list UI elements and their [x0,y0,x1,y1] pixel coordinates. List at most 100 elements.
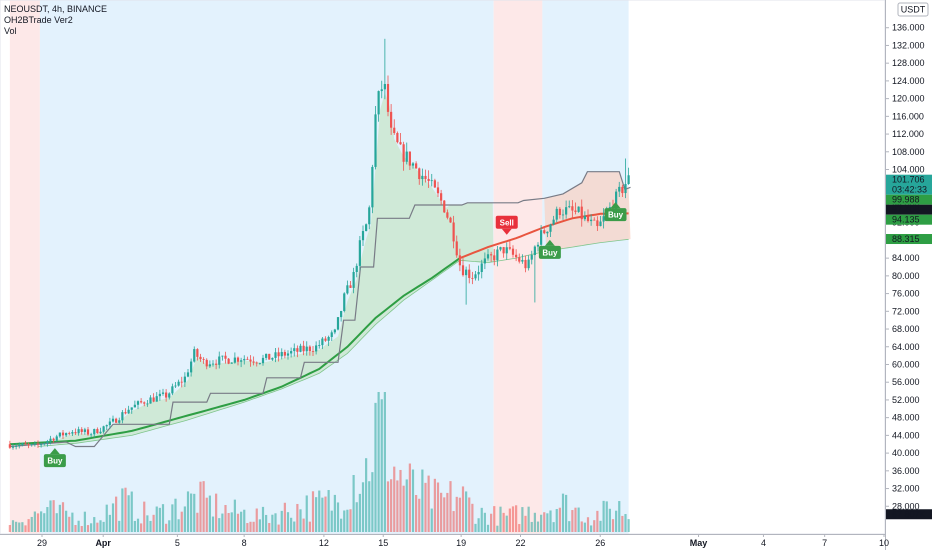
volume-bar-112 [358,493,361,532]
buy-signal-0[interactable]: Buy [43,448,66,468]
candle-body-183 [580,206,583,220]
candle-body-2 [15,446,18,447]
buy-signal-3[interactable]: Buy [604,202,627,222]
candle-body-190 [602,216,605,222]
candle-body-109 [349,285,352,288]
y-tick-label-1: 32.000 [892,484,920,494]
regime-band-bear-2 [493,0,543,534]
candle-body-152 [483,258,486,264]
y-tick-label-8: 60.000 [892,359,920,369]
volume-bar-186 [590,525,593,532]
volume-bar-97 [311,491,315,532]
volume-bar-11 [43,513,46,532]
candle-body-159 [505,247,508,254]
candle-body-107 [343,293,346,311]
volume-bar-101 [324,496,327,532]
volume-bar-62 [202,481,205,532]
volume-bar-144 [458,497,461,532]
y-tick-label-26: 132.000 [892,40,925,50]
candle-body-91 [293,348,296,352]
y-tick-label-19: 104.000 [892,165,925,175]
volume-bar-98 [315,497,318,532]
candle-body-156 [496,249,499,261]
candle-body-126 [402,144,405,162]
volume-bar-172 [546,513,549,532]
candle-body-10 [40,444,43,446]
volume-bar-60 [196,512,199,532]
volume-bar-14 [52,500,55,532]
volume-bar-45 [149,520,152,532]
volume-bar-197 [624,514,627,532]
indicator-title[interactable]: OH2BTrade Ver2 [4,15,73,25]
volume-bar-73 [236,513,240,532]
candle-body-44 [146,403,149,405]
candle-body-20 [71,432,74,434]
signals[interactable]: Buy Sell Buy Buy [43,202,627,468]
candle-body-27 [93,429,96,435]
volume-bar-183 [580,521,583,532]
volume-bar-157 [499,506,502,532]
volume-bar-169 [536,521,540,532]
candle-body-64 [208,364,211,367]
x-tick-label-6: 19 [456,538,466,548]
candle-body-76 [246,358,249,360]
candle-body-26 [90,434,93,436]
candle-body-134 [427,178,430,182]
volume-bar-173 [549,510,552,532]
volume-bar-179 [568,521,571,532]
time-axis[interactable]: 29 Apr 5 8 12 15 19 22 26 May 4 7 10 [0,534,889,550]
price-tag-box [886,204,932,215]
currency-badge[interactable]: USDT [897,2,929,17]
volume-bar-99 [318,490,321,532]
volume-bar-109 [349,509,352,532]
candle-body-101 [324,338,327,341]
volume-bar-3 [18,522,21,532]
candle-body-5 [24,443,27,445]
volume-bar-37 [124,487,127,532]
candle-body-73 [236,357,240,362]
volume-bar-18 [65,510,68,532]
volume-bar-74 [240,511,243,532]
volume-bar-192 [608,508,611,532]
candle-body-162 [515,254,518,258]
signal-arrow [501,228,512,235]
price-axis[interactable]: 28.000 32.000 36.000 40.000 44.000 48.000 52.0… [885,0,932,550]
candle-body-123 [393,127,396,133]
candle-body-135 [430,180,433,182]
candle-body-93 [299,345,302,352]
buy-signal-2[interactable]: Buy [538,239,561,259]
candle-body-167 [530,255,533,260]
y-tick-label-20: 108.000 [892,147,925,157]
candle-body-68 [221,355,224,357]
candle-body-168 [533,246,536,256]
signal-box [538,245,561,259]
signal-box [604,208,627,222]
candle-body-46 [152,397,155,402]
time-axis-bg [0,534,885,550]
candle-body-182 [577,206,580,212]
candle-body-16 [58,432,61,437]
candle-body-115 [368,207,371,225]
volume-bar-88 [283,502,286,532]
candle-body-25 [86,429,90,435]
candle-body-24 [83,429,86,432]
symbol-title[interactable]: NEOUSDT, 4h, BINANCE [4,4,108,14]
candle-body-79 [255,362,258,364]
volume-bar-126 [402,485,405,532]
sell-signal-1[interactable]: Sell [495,215,518,235]
candle-body-60 [196,349,199,357]
x-tick-label-11: 7 [822,538,827,548]
regime-band-bull-3 [542,0,629,534]
volume-bar-182 [577,507,580,532]
volume-title[interactable]: Vol [4,26,17,36]
volume-bar-161 [511,506,515,532]
volume-bar-156 [496,525,499,532]
candle-body-13 [49,438,52,442]
x-tick-label-3: 8 [242,538,247,548]
candle-body-98 [315,345,318,352]
volume-bar-166 [527,506,530,532]
volume-bar-130 [415,495,418,532]
regime-band-bear-0 [9,0,40,534]
